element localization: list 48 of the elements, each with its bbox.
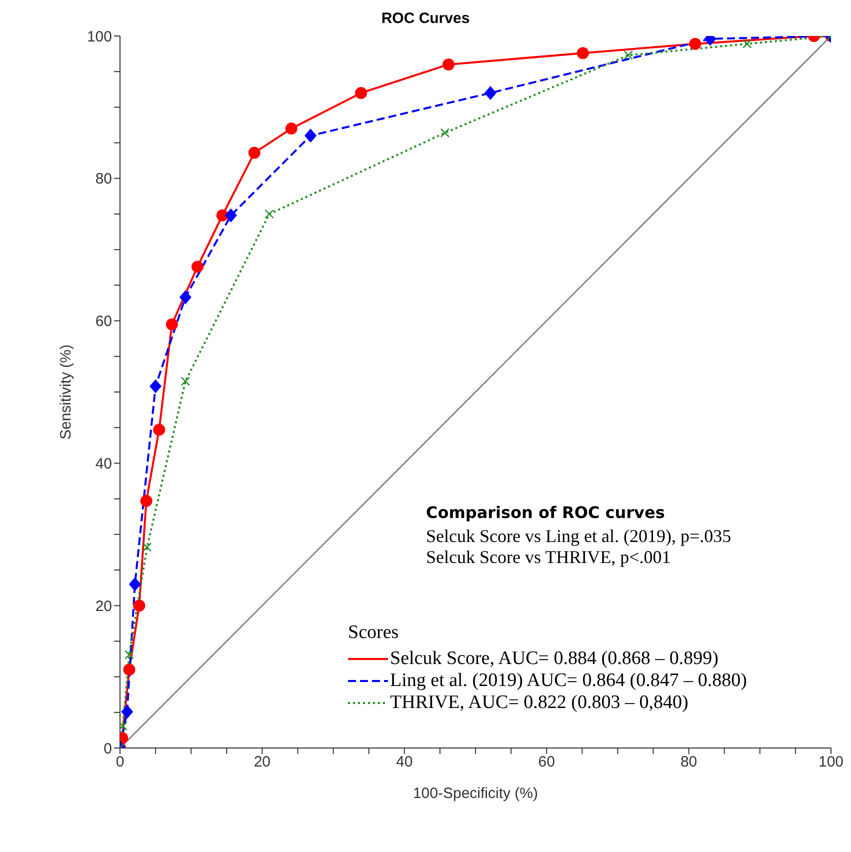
point — [742, 39, 752, 48]
point — [128, 577, 141, 592]
point — [576, 47, 589, 60]
point — [224, 208, 237, 222]
point — [133, 600, 146, 612]
y-tick-label: 80 — [95, 170, 112, 188]
y-axis-title: Sensitivity (%) — [57, 344, 74, 440]
point — [689, 38, 702, 50]
x-tick-label: 40 — [396, 754, 413, 771]
y-tick-label: 60 — [95, 313, 112, 330]
x-tick-label: 20 — [254, 754, 271, 771]
x-tick-label: 0 — [116, 754, 124, 771]
legend-label: Selcuk Score, AUC= 0.884 (0.868 – 0.899) — [390, 648, 718, 670]
legend-title: Scores — [348, 622, 400, 644]
point — [264, 209, 274, 219]
y-tick-label: 0 — [104, 740, 112, 758]
y-tick-label: 20 — [95, 598, 112, 615]
point — [192, 260, 204, 273]
x-axis-title: 100-Specificity (%) — [412, 785, 538, 802]
y-tick-label: 40 — [95, 456, 112, 473]
point — [442, 58, 454, 70]
x-tick-label: 80 — [680, 754, 698, 771]
point — [121, 704, 134, 719]
point — [153, 424, 166, 436]
point — [124, 650, 134, 660]
point — [355, 86, 368, 99]
legend-label: Ling et al. (2019) AUC= 0.864 (0.847 – 0.880) — [390, 670, 747, 692]
legend-label: THRIVE, AUC= 0.822 (0.803 – 0,840) — [390, 692, 688, 714]
x-tick-label: 60 — [538, 754, 555, 771]
y-tick-label: 100 — [86, 28, 112, 46]
x-tick-label: 100 — [818, 754, 844, 771]
point — [166, 318, 178, 330]
point — [248, 146, 260, 159]
point — [304, 128, 317, 143]
point — [123, 664, 136, 676]
point — [180, 376, 190, 386]
annotation: Selcuk Score vs THRIVE, p<.001 — [426, 547, 672, 568]
point — [484, 86, 496, 100]
chart-title: ROC Curves — [380, 10, 471, 27]
point — [440, 128, 450, 138]
annotation: Selcuk Score vs Ling et al. (2019), p=.035 — [426, 526, 732, 547]
point — [150, 379, 162, 394]
point — [179, 290, 192, 304]
point — [624, 50, 633, 60]
point — [140, 494, 152, 507]
point — [142, 542, 152, 552]
annotation: Comparison of ROC curves — [426, 503, 666, 522]
point — [285, 122, 298, 135]
